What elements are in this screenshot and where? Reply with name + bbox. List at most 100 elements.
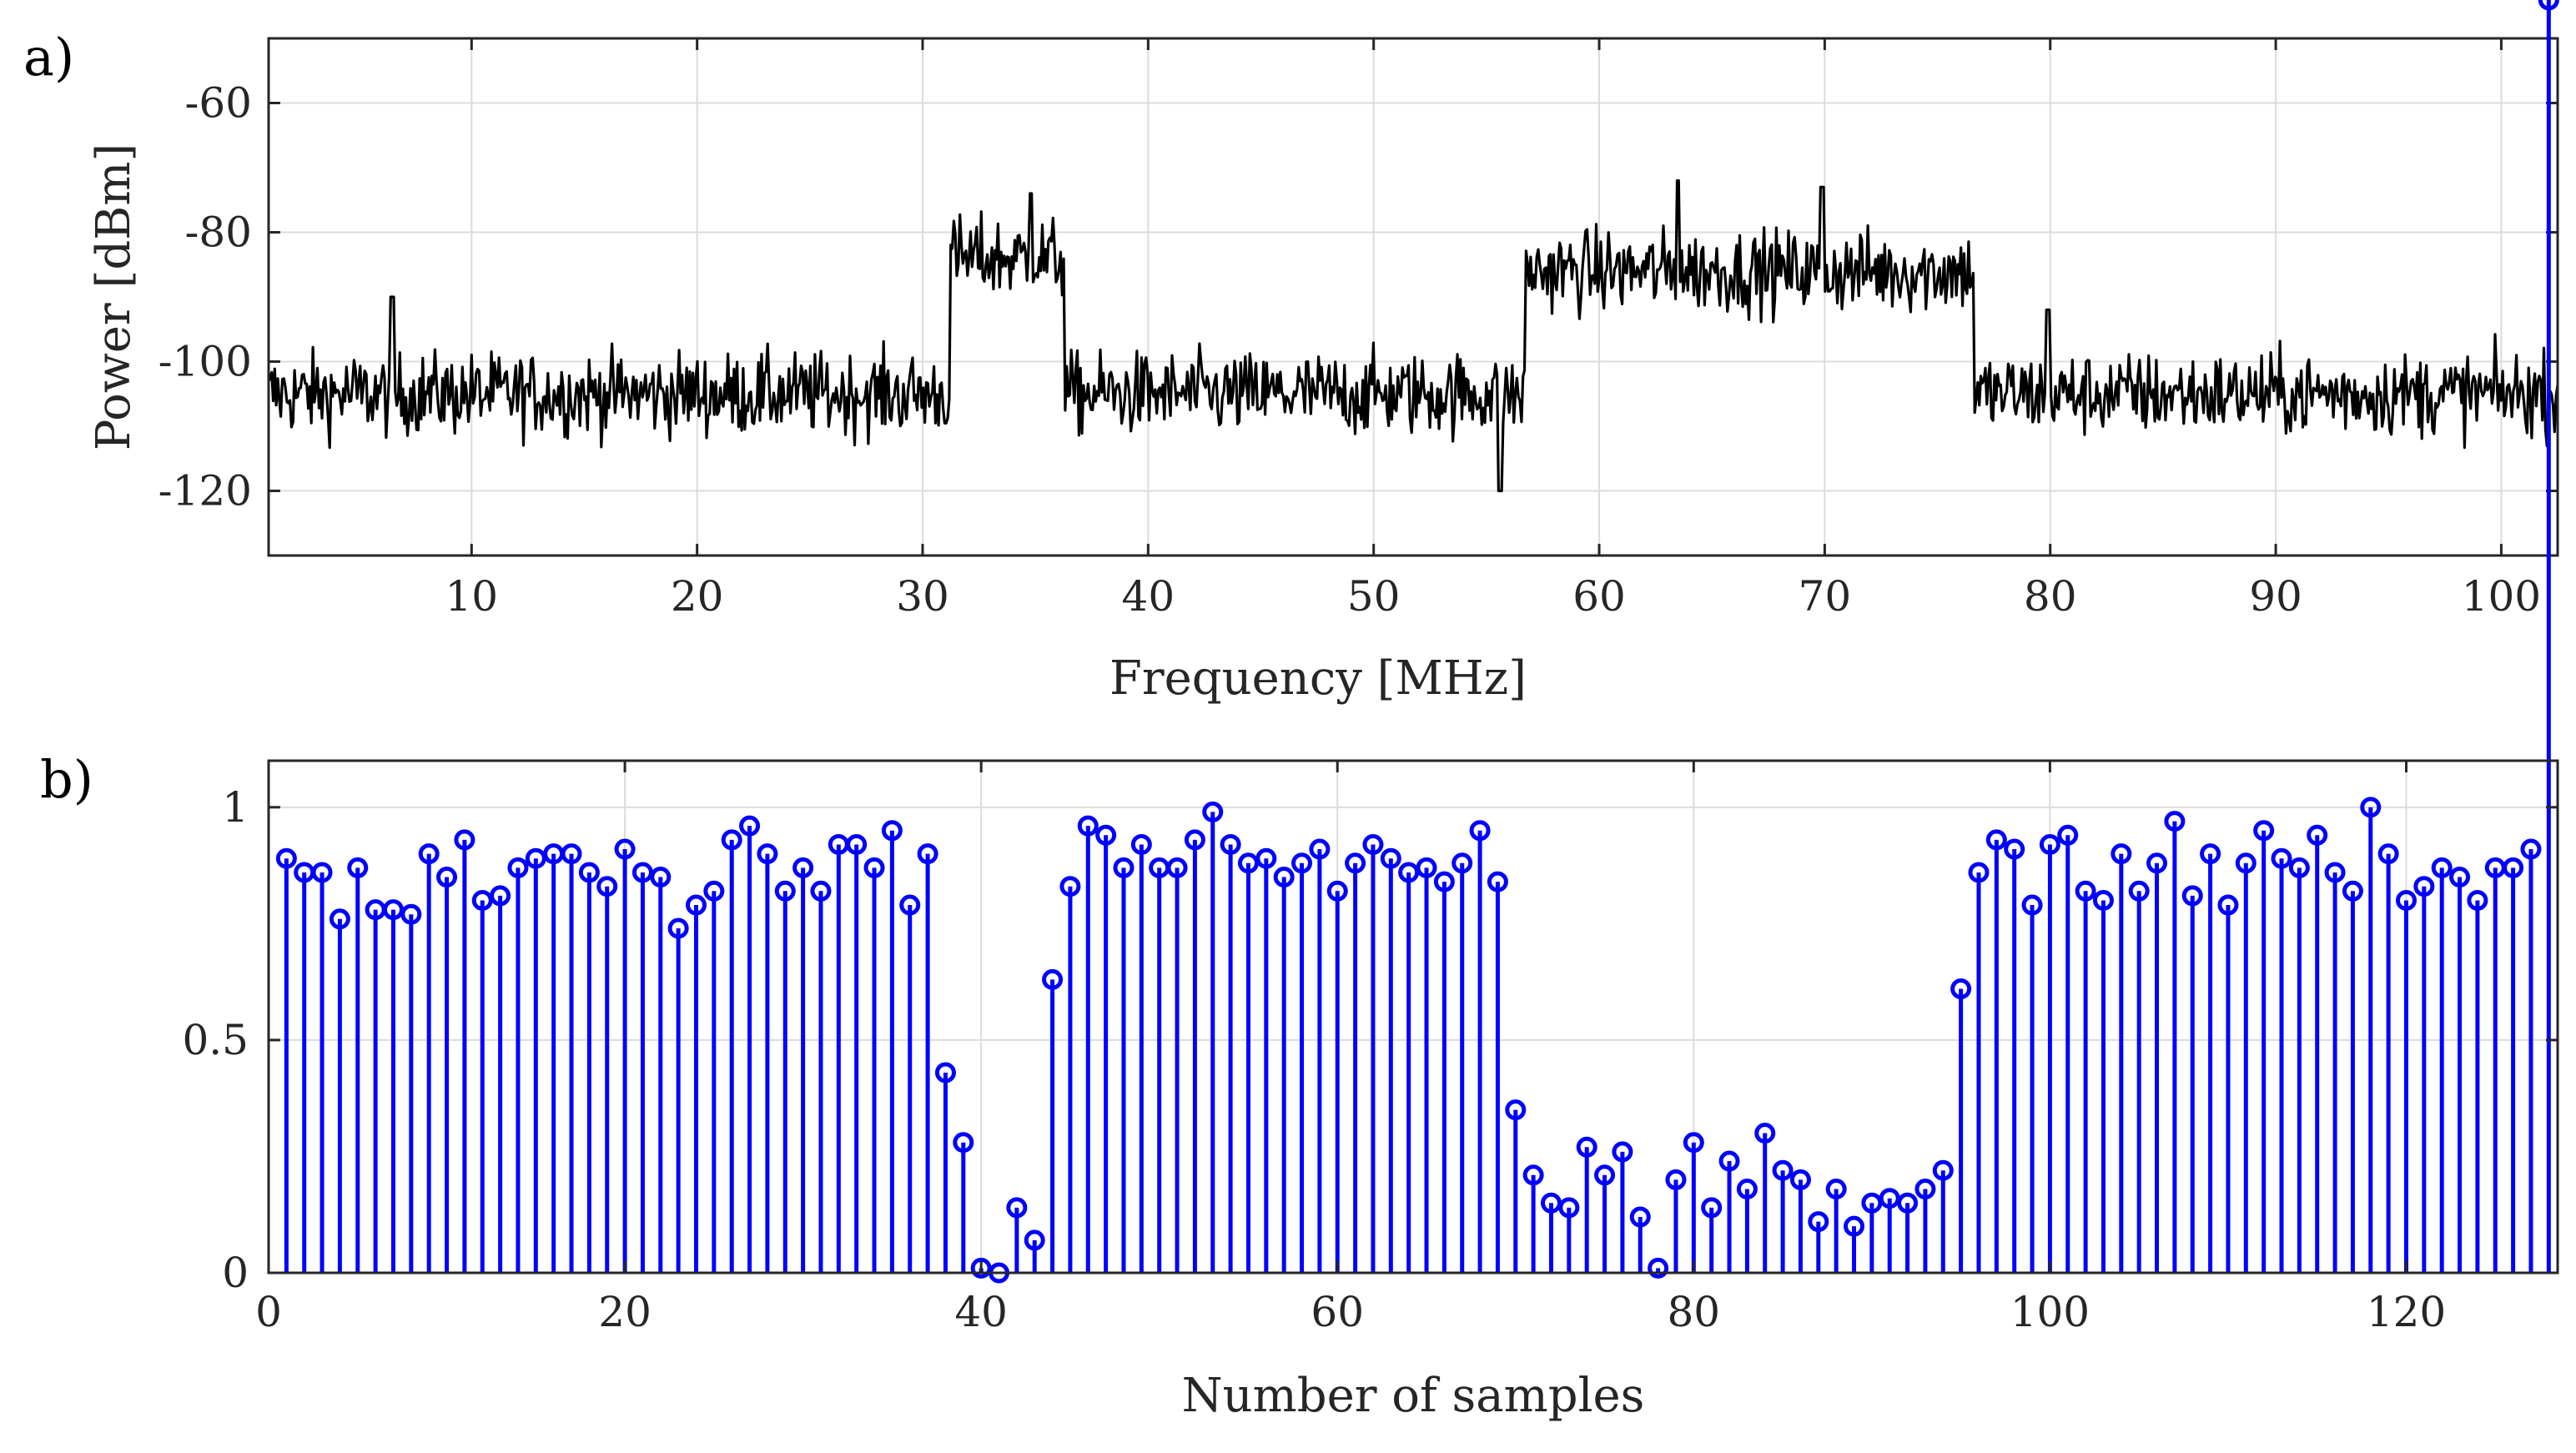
stem-marker xyxy=(1255,847,1277,869)
stem-marker xyxy=(917,843,938,865)
stem-marker xyxy=(2128,880,2150,902)
stem-marker xyxy=(347,857,369,878)
stem-item xyxy=(631,862,653,1273)
stem-marker xyxy=(1237,852,1259,874)
stem-marker xyxy=(1113,857,1135,878)
spectrum-x-tick-label: 60 xyxy=(1572,572,1626,621)
stem-marker xyxy=(1130,833,1152,855)
stem-marker xyxy=(2449,867,2471,888)
stem-item xyxy=(1665,1169,1687,1273)
spectrum-x-tick-label: 20 xyxy=(671,572,724,621)
stem-marker xyxy=(1380,847,1401,869)
stem-marker xyxy=(2075,880,2096,902)
stem-marker xyxy=(490,885,511,907)
stem-item xyxy=(1166,857,1188,1273)
stem-item xyxy=(454,829,475,1273)
stem-marker xyxy=(2413,876,2435,897)
stem-x-tick-label: 0 xyxy=(255,1288,282,1336)
spectrum-y-tick-label: -120 xyxy=(158,467,252,515)
stem-marker xyxy=(1844,1215,1865,1237)
stem-marker xyxy=(1950,978,1972,1000)
stem-item xyxy=(400,903,422,1273)
stem-marker xyxy=(757,843,778,865)
stem-marker xyxy=(2164,811,2186,832)
stem-marker xyxy=(2288,857,2310,878)
stem-marker xyxy=(2431,857,2453,878)
stem-item xyxy=(757,843,778,1273)
stem-marker xyxy=(2503,857,2524,878)
stem-x-tick-label: 60 xyxy=(1311,1288,1364,1336)
stem-item xyxy=(1452,852,1473,1273)
stem-item xyxy=(311,862,333,1273)
spectrum-x-tick-label: 90 xyxy=(2249,572,2302,621)
stem-marker xyxy=(1095,824,1117,846)
stem-item xyxy=(1932,1159,1954,1273)
stem-item xyxy=(436,867,458,1273)
stem-item xyxy=(2111,843,2132,1273)
stem-item xyxy=(1558,1197,1580,1273)
stem-series-group xyxy=(275,0,2559,1284)
stem-marker xyxy=(1897,1192,1919,1214)
stem-marker xyxy=(2271,847,2292,869)
stem-panel: b) 0 20 40 60 80 100 120 0 0.5 1 Number of sample… xyxy=(40,0,2559,1423)
stem-marker xyxy=(1879,1188,1900,1209)
stem-item xyxy=(1985,829,2007,1273)
stem-marker xyxy=(1220,833,1241,855)
stem-marker xyxy=(329,908,350,930)
stem-item xyxy=(2146,852,2168,1273)
stem-item xyxy=(2200,843,2221,1273)
stem-marker xyxy=(2360,797,2382,818)
stem-item xyxy=(2075,880,2096,1273)
stem-marker xyxy=(1576,1136,1597,1158)
stem-marker xyxy=(881,820,903,842)
stem-item xyxy=(917,843,938,1273)
stem-item xyxy=(1861,1192,1883,1273)
stem-item xyxy=(1398,862,1420,1273)
stem-item xyxy=(1844,1215,1865,1273)
spectrum-x-tick-label: 40 xyxy=(1122,572,1175,621)
spectrum-panel: a) 10 20 30 40 50 60 70 80 90 100 -60 -80 -100 -120 F… xyxy=(23,27,2559,706)
stem-marker xyxy=(2217,894,2239,916)
stem-marker xyxy=(2377,843,2399,865)
stem-marker xyxy=(2520,838,2542,860)
stem-item xyxy=(490,885,511,1273)
stem-marker xyxy=(2538,0,2559,11)
stem-marker xyxy=(1558,1197,1580,1219)
spectrum-x-tick-label: 30 xyxy=(896,572,949,621)
stem-marker xyxy=(1861,1192,1883,1214)
stem-marker xyxy=(1968,862,1990,883)
stem-ticks: 0 20 40 60 80 100 120 0 0.5 1 xyxy=(182,761,2558,1336)
stem-x-axis-title: Number of samples xyxy=(1182,1369,1645,1423)
stem-marker xyxy=(934,1062,956,1083)
stem-item xyxy=(2181,885,2203,1273)
stem-item xyxy=(792,857,814,1273)
stem-item xyxy=(1754,1123,1776,1273)
stem-x-tick-label: 120 xyxy=(2367,1288,2446,1336)
stem-item xyxy=(1237,852,1259,1273)
stem-item xyxy=(1772,1159,1794,1273)
stem-marker xyxy=(2092,889,2114,911)
stem-item xyxy=(2164,811,2186,1273)
stem-marker xyxy=(899,894,921,916)
stem-item xyxy=(739,815,761,1273)
stem-item xyxy=(1326,880,1348,1273)
stem-marker xyxy=(1683,1132,1704,1154)
stem-marker xyxy=(382,899,404,921)
stem-item xyxy=(614,838,636,1273)
stem-marker xyxy=(578,862,600,883)
stem-item xyxy=(2092,889,2114,1273)
stem-marker xyxy=(418,843,440,865)
stem-marker xyxy=(1291,852,1313,874)
stem-item xyxy=(863,857,885,1273)
stem-item xyxy=(2520,838,2542,1273)
stem-item xyxy=(2431,857,2453,1273)
stem-marker xyxy=(1487,871,1508,892)
stem-marker xyxy=(525,847,546,869)
stem-marker xyxy=(561,843,582,865)
spectrum-grid xyxy=(269,38,2558,556)
spectrum-x-tick-label: 80 xyxy=(2024,572,2077,621)
stem-item xyxy=(1309,838,1331,1273)
stem-marker xyxy=(311,862,333,883)
stem-item xyxy=(1362,833,1384,1273)
stem-item xyxy=(2128,880,2150,1273)
